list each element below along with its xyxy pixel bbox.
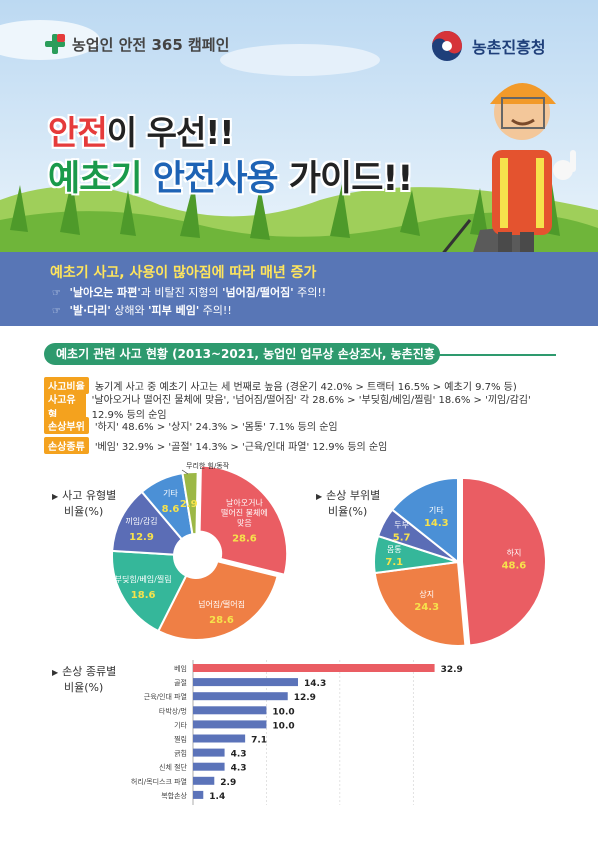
pie-slice xyxy=(376,508,460,564)
data-label: 4.3 xyxy=(231,750,247,760)
data-label: 14.3 xyxy=(424,518,449,529)
slice-label: 몸통 xyxy=(387,545,402,554)
data-label: 12.9 xyxy=(129,532,154,543)
bar xyxy=(193,734,246,743)
pointing-hand-icon: ☞ xyxy=(52,306,61,317)
green-cross-icon xyxy=(45,34,65,54)
category-label: 타박상/멍 xyxy=(159,706,187,715)
data-label: 28.6 xyxy=(232,533,257,544)
slice-label: 맞음 xyxy=(237,517,252,527)
data-label: 7.1 xyxy=(251,736,267,746)
pointing-hand-icon: ☞ xyxy=(52,288,61,299)
data-label: 28.6 xyxy=(209,615,234,626)
fact-item: 손상종류 '베임' 32.9% > '골절' 14.3% > '근육/인대 파열'… xyxy=(44,436,564,455)
category-label: 골절 xyxy=(174,679,187,687)
data-label: 10.0 xyxy=(272,721,294,731)
slice-label: 두부 xyxy=(394,521,409,530)
category-label: 허리/목디스크 파열 xyxy=(131,777,187,786)
bar xyxy=(193,692,288,701)
bar xyxy=(193,664,435,672)
category-label: 기타 xyxy=(174,720,187,729)
pie-slice xyxy=(390,476,459,564)
data-label: 1.4 xyxy=(209,792,225,802)
slice-label: 부딪힘/베임/찔림 xyxy=(115,574,172,584)
data-label: 5.7 xyxy=(393,533,411,544)
data-label: 4.3 xyxy=(231,764,247,774)
campaign-logo: 농업인 안전 365 캠페인 xyxy=(44,33,229,55)
data-label: 2.9 xyxy=(180,499,198,510)
pie-slice xyxy=(111,549,188,633)
banner-line-2: ☞ '발·다리' 상해와 '피부 베임' 주의!! xyxy=(52,304,232,317)
pie-slice xyxy=(198,464,289,576)
bar xyxy=(193,762,225,771)
slice-label: 하지 xyxy=(507,548,522,558)
bar xyxy=(193,776,215,785)
pie-slice xyxy=(140,471,194,541)
pie-slice xyxy=(373,560,467,647)
data-label: 7.1 xyxy=(385,557,403,568)
data-label: 48.6 xyxy=(502,561,527,572)
slice-label: 떨어진 물체에 xyxy=(221,507,268,517)
slice-label: 기타 xyxy=(163,489,178,498)
hero-title-line1: 안전이 우선!! xyxy=(48,113,234,152)
slice-label: 기타 xyxy=(429,506,444,515)
data-label: 18.6 xyxy=(131,590,156,601)
data-label: 8.6 xyxy=(162,504,180,515)
category-label: 긁힘 xyxy=(174,749,187,758)
pie-slice xyxy=(111,490,184,556)
agency-name: 농촌진흥청 xyxy=(472,38,546,57)
bar xyxy=(193,706,267,715)
category-label: 신체 절단 xyxy=(159,763,188,772)
data-label: 14.3 xyxy=(304,679,326,689)
taegeuk-icon xyxy=(432,31,462,61)
pie-slice xyxy=(156,560,279,641)
data-label: 24.3 xyxy=(414,602,439,613)
category-label: 복합손상 xyxy=(161,791,187,800)
pie-slice xyxy=(460,476,547,647)
section-title: 예초기 관련 사고 현황 (2013~2021, 농업인 업무상 손상조사, 농… xyxy=(44,343,440,383)
pie1-title: ▶ 사고 유형별 비율(%) xyxy=(52,489,117,518)
bar-title: ▶ 손상 종류별 비율(%) xyxy=(52,665,117,694)
campaign-name: 농업인 안전 365 캠페인 xyxy=(72,35,230,54)
bar xyxy=(193,790,204,799)
bar xyxy=(193,720,267,729)
pie2-title: ▶ 손상 부위별 비율(%) xyxy=(316,489,381,518)
data-label: 32.9 xyxy=(441,665,463,675)
category-label: 찔림 xyxy=(174,736,187,744)
slice-label: 끼임/감김 xyxy=(125,516,157,526)
hero-title-line2: 예초기 안전사용 가이드!! xyxy=(48,159,413,199)
slice-label: 무리한 힘/동작 xyxy=(186,461,230,470)
section-divider xyxy=(436,354,556,356)
pie-slice xyxy=(181,471,199,536)
warning-banner: 예초기 사고, 사용이 많아짐에 따라 매년 증가 ☞ '날아오는 파편'과 비… xyxy=(0,252,598,326)
data-label: 10.0 xyxy=(272,707,294,717)
banner-headline: 예초기 사고, 사용이 많아짐에 따라 매년 증가 xyxy=(50,265,317,281)
slice-label: 상지 xyxy=(419,589,434,599)
category-label: 베임 xyxy=(174,664,187,673)
category-label: 근육/인대 파열 xyxy=(144,692,187,701)
fact-item: 사고유형 '날아오거나 떨어진 물체에 맞음', '넘어짐/떨어짐' 각 28.6… xyxy=(44,389,564,422)
leader-line xyxy=(181,469,189,475)
slice-label: 날아오거나 xyxy=(226,497,263,507)
data-label: 2.9 xyxy=(220,778,236,788)
bar xyxy=(193,678,299,687)
pie-slice xyxy=(373,534,460,575)
banner-line-1: ☞ '날아오는 파편'과 비탈진 지형의 '넘어짐/떨어짐' 주의!! xyxy=(52,286,327,299)
fact-item: 손상부위 '하지' 48.6% > '상지' 24.3% > '몸통' 7.1% … xyxy=(44,416,564,435)
facts-list: 사고비율 농기계 사고 중 예초기 사고는 세 번째로 높음 (경운기 42.0%… xyxy=(44,376,564,456)
bar xyxy=(193,748,225,757)
agency-logo: 농촌진흥청 xyxy=(430,29,546,63)
data-label: 12.9 xyxy=(294,693,316,703)
slice-label: 넘어짐/떨어짐 xyxy=(198,599,245,609)
